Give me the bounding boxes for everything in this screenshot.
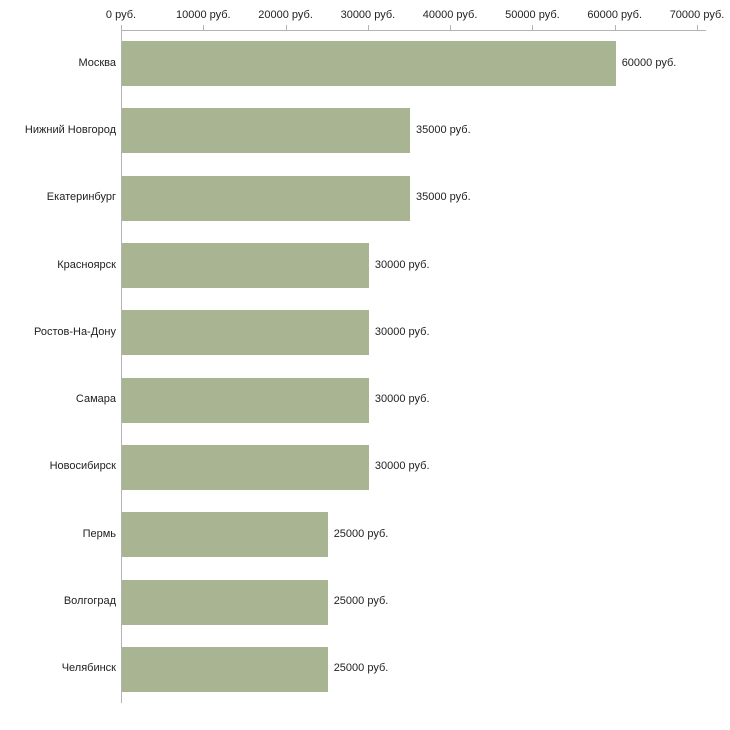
category-label: Волгоград — [63, 595, 116, 607]
category-label: Красноярск — [57, 258, 116, 271]
bar — [122, 41, 616, 87]
x-axis-tick — [614, 25, 616, 30]
bar — [122, 646, 328, 692]
x-axis-tick-label: 0 руб. — [105, 9, 137, 21]
value-label: 25000 руб. — [333, 527, 389, 540]
bar — [122, 377, 369, 423]
x-axis-tick-label: 30000 руб. — [340, 9, 396, 21]
x-axis-tick — [367, 25, 369, 30]
bar — [122, 243, 369, 288]
value-label: 30000 руб. — [374, 460, 430, 473]
x-axis-tick-label: 60000 руб. — [587, 9, 642, 21]
x-axis-tick — [450, 25, 452, 30]
bar — [122, 444, 369, 490]
x-axis-tick — [697, 25, 698, 30]
value-label: 30000 руб. — [374, 393, 430, 406]
value-label: 35000 руб. — [416, 123, 471, 136]
value-label: 35000 руб. — [416, 191, 471, 204]
x-axis-tick-label: 50000 руб. — [505, 9, 560, 21]
category-label: Пермь — [82, 527, 116, 540]
category-label: Екатеринбург — [46, 191, 116, 204]
category-label: Новосибирск — [49, 460, 116, 473]
bar — [122, 108, 410, 154]
value-label: 25000 руб. — [333, 662, 389, 675]
bar — [122, 175, 410, 221]
bar — [122, 310, 369, 356]
x-axis-tick — [532, 25, 534, 30]
value-label: 30000 руб. — [374, 325, 430, 338]
category-label: Самара — [75, 393, 116, 406]
category-label: Челябинск — [61, 662, 116, 675]
bar — [122, 512, 328, 558]
value-label: 30000 руб. — [374, 258, 430, 271]
x-axis-tick — [121, 25, 122, 30]
x-axis-tick — [285, 25, 287, 30]
category-label: Нижний Новгород — [24, 123, 116, 136]
x-axis-tick-label: 40000 руб. — [422, 9, 478, 21]
x-axis-tick-label: 70000 руб. — [669, 9, 725, 21]
x-axis-tick-label: 10000 руб. — [175, 9, 231, 21]
x-axis-line — [121, 30, 706, 31]
y-axis-line — [121, 30, 122, 703]
x-axis-tick — [203, 25, 205, 30]
category-label: Ростов-На-Дону — [33, 325, 116, 338]
value-label: 60000 руб. — [621, 56, 677, 69]
category-label: Москва — [78, 56, 116, 69]
x-axis-tick-label: 20000 руб. — [258, 9, 313, 21]
bar — [122, 579, 328, 625]
value-label: 25000 руб. — [333, 595, 389, 607]
